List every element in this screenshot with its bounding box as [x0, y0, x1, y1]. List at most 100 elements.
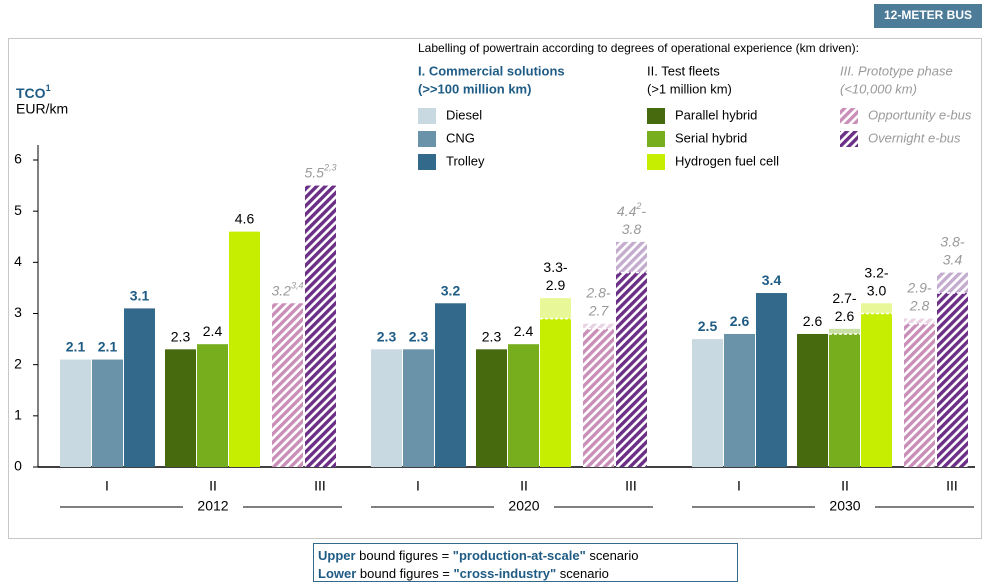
- note-segment: "cross-industry": [454, 566, 557, 581]
- phase-label: II: [209, 478, 217, 494]
- value-label-upper-text: 4.4: [617, 203, 637, 219]
- value-label-sep: -: [960, 233, 965, 249]
- badge-text: 12-METER BUS: [884, 8, 972, 22]
- phase-label: III: [625, 478, 637, 494]
- year-label: 2020: [508, 498, 539, 514]
- bar: [305, 185, 336, 468]
- legend-group-title: I. Commercial solutions: [418, 63, 565, 78]
- value-label-upper-text: 2.7: [832, 290, 852, 306]
- value-label: 3.8: [622, 221, 642, 237]
- bar: [861, 313, 892, 467]
- value-label-upper: 2.8-: [585, 284, 610, 300]
- badge: [874, 4, 982, 28]
- legend-swatch: [647, 154, 665, 170]
- note-segment: "production-at-scale": [453, 548, 586, 563]
- axis-title: TCO1: [16, 83, 51, 100]
- value-label-upper-text: 3.3: [543, 259, 563, 275]
- bar: [476, 349, 507, 467]
- legend-group-subtitle: (>1 million km): [647, 81, 732, 96]
- value-label-text: 2.6: [730, 313, 750, 329]
- value-label-upper: 4.42-: [617, 201, 646, 218]
- legend-swatch: [418, 108, 436, 124]
- value-label-text: 2.3: [171, 328, 191, 344]
- bar: [756, 293, 787, 467]
- note-box: [313, 543, 738, 582]
- value-label-upper-text: 2.9: [906, 279, 927, 295]
- value-label-text: 2.3: [482, 328, 502, 344]
- bar: [165, 349, 196, 467]
- value-label: 2.8: [909, 297, 930, 313]
- bar: [540, 318, 571, 467]
- value-label: 2.9: [546, 277, 566, 293]
- value-label-upper: 3.8-: [940, 233, 964, 249]
- value-label: 4.6: [235, 210, 255, 226]
- phase-label: III: [946, 478, 958, 494]
- value-label-text: 2.1: [66, 338, 86, 354]
- value-label-text: 2.8: [909, 297, 930, 313]
- bar: [124, 308, 155, 467]
- legend-group-title: II. Test fleets: [647, 63, 720, 78]
- bar-upper: [616, 241, 647, 273]
- y-tick-label: 1: [14, 407, 22, 423]
- phase-label: I: [416, 478, 420, 494]
- value-label-text: 2.3: [377, 328, 397, 344]
- bar: [904, 323, 935, 467]
- phase-label: III: [314, 478, 326, 494]
- value-label: 2.1: [66, 338, 86, 354]
- bar: [508, 344, 539, 467]
- legend-swatch: [647, 108, 665, 124]
- value-label-text: 3.0: [867, 282, 887, 298]
- bar-upper: [904, 318, 935, 324]
- y-tick-label: 6: [14, 151, 22, 167]
- value-label: 5.52,3: [305, 163, 337, 180]
- legend-title: Labelling of powertrain according to deg…: [418, 41, 859, 55]
- note-segment: bound figures =: [356, 566, 453, 581]
- legend-group-subtitle: (>>100 million km): [418, 81, 531, 96]
- note-segment: Lower: [318, 566, 356, 581]
- bar: [692, 339, 723, 467]
- value-label-text: 2.9: [546, 277, 566, 293]
- value-label: 2.1: [98, 338, 118, 354]
- value-label-sup: 2,3: [323, 163, 337, 173]
- value-label: 3.1: [130, 287, 150, 303]
- legend-group-subtitle: (<10,000 km): [840, 81, 917, 96]
- legend-swatch: [840, 131, 858, 147]
- axis-unit: EUR/km: [16, 101, 68, 117]
- bar: [583, 328, 614, 467]
- value-label: 3.23,4: [272, 281, 304, 298]
- bar: [272, 303, 303, 467]
- value-label: 3.0: [867, 282, 887, 298]
- value-label: 3.2: [441, 282, 461, 298]
- value-label-text: 2.4: [203, 323, 223, 339]
- value-label-sep: -: [852, 290, 857, 306]
- value-label-sup: 2: [635, 201, 641, 211]
- bar-upper: [540, 298, 571, 319]
- value-label: 2.6: [835, 308, 855, 324]
- phase-label: I: [105, 478, 109, 494]
- bar-upper: [937, 272, 968, 294]
- legend-label: Hydrogen fuel cell: [675, 153, 779, 168]
- value-label-upper: 2.7-: [832, 290, 856, 306]
- value-label-upper-text: 2.8: [585, 284, 606, 300]
- axis-title-sup: 1: [46, 83, 51, 93]
- bar: [229, 231, 260, 467]
- value-label-upper: 3.2-: [864, 264, 888, 280]
- note-segment: scenario: [556, 566, 609, 581]
- legend-label: Parallel hybrid: [675, 107, 757, 122]
- note-segment: scenario: [586, 548, 639, 563]
- value-label: 2.6: [730, 313, 750, 329]
- legend-label: Overnight e-bus: [868, 130, 961, 145]
- legend-swatch: [647, 131, 665, 147]
- note-line: Upper bound figures = "production-at-sca…: [318, 548, 638, 563]
- value-label: 2.3: [482, 328, 502, 344]
- bar: [197, 344, 228, 467]
- value-label-text: 2.7: [588, 302, 610, 318]
- value-label: 2.3: [377, 328, 397, 344]
- value-label-text: 3.4: [762, 272, 782, 288]
- value-label-text: 2.4: [514, 323, 534, 339]
- legend-swatch: [840, 108, 858, 124]
- bar: [724, 333, 755, 467]
- value-label-text: 3.4: [943, 251, 963, 267]
- year-label: 2030: [829, 498, 860, 514]
